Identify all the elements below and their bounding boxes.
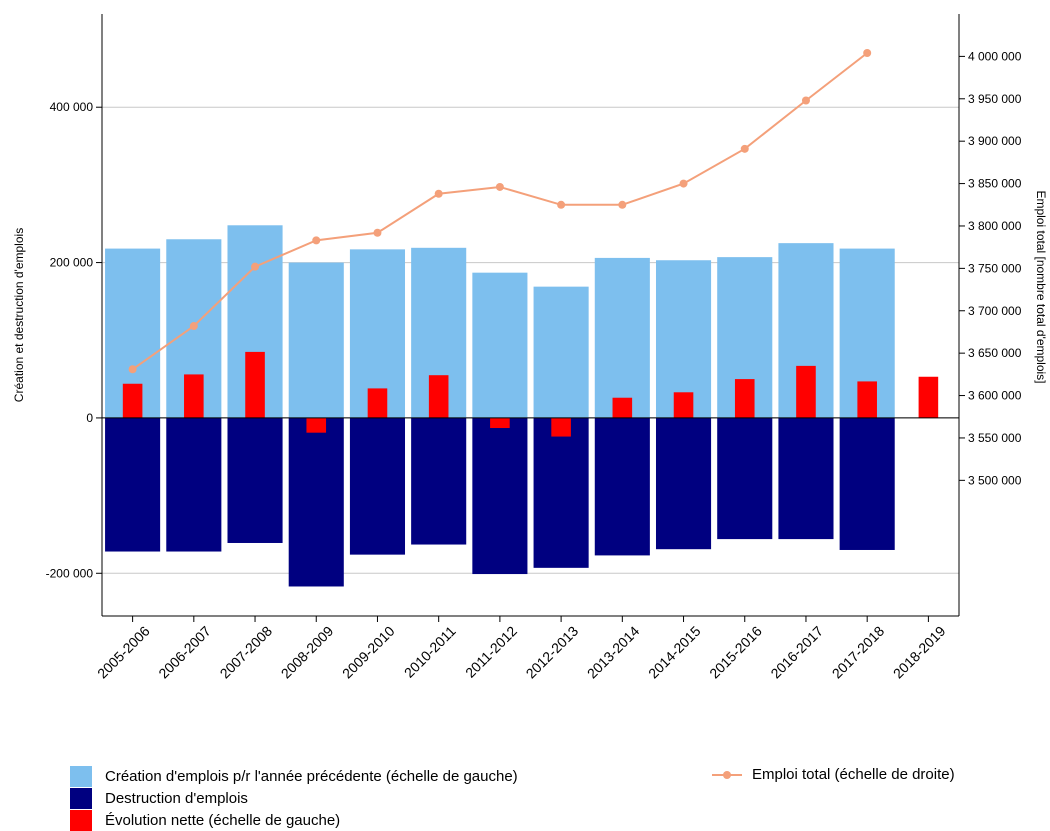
bar-destruction bbox=[105, 417, 161, 552]
y-tick-label-left: 200 000 bbox=[50, 256, 94, 270]
point-total bbox=[740, 144, 749, 153]
bar-net bbox=[796, 365, 816, 418]
x-tick-label: 2017-2018 bbox=[829, 623, 888, 682]
y-tick-label-right: 3 950 000 bbox=[968, 92, 1022, 106]
point-total bbox=[251, 262, 260, 271]
legend-swatch-net bbox=[70, 810, 92, 831]
bar-destruction bbox=[227, 417, 283, 543]
y-axis-title-left: Création et destruction d'emplois bbox=[12, 228, 26, 402]
bar-net bbox=[918, 376, 939, 418]
y-tick-label-left: -200 000 bbox=[46, 566, 94, 580]
point-total bbox=[495, 182, 504, 191]
bar-destruction bbox=[472, 417, 528, 575]
bar-destruction bbox=[839, 417, 895, 550]
bar-destruction bbox=[166, 417, 222, 552]
x-tick-label: 2018-2019 bbox=[890, 623, 949, 682]
bar-destruction bbox=[533, 417, 589, 568]
x-tick-label: 2008-2009 bbox=[278, 623, 337, 682]
employment-chart: -200 000 0 200 000 400 000 3 500 000 3 550 00… bbox=[12, 14, 1048, 682]
legend-swatch-destruction bbox=[70, 788, 92, 809]
bar-creation bbox=[594, 257, 650, 418]
x-tick-label: 2011-2012 bbox=[462, 623, 520, 681]
legend-label-net: Évolution nette (échelle de gauche) bbox=[105, 812, 341, 829]
bar-destruction bbox=[288, 417, 344, 587]
point-total bbox=[128, 365, 137, 374]
point-total bbox=[679, 179, 688, 188]
bar-net bbox=[490, 417, 510, 429]
bar-creation bbox=[655, 260, 712, 418]
x-tick-label: 2015-2016 bbox=[706, 623, 765, 682]
y-tick-label-right: 3 600 000 bbox=[968, 389, 1022, 403]
point-total bbox=[189, 322, 198, 331]
point-total bbox=[863, 49, 872, 58]
x-tick-label: 2006-2007 bbox=[155, 623, 214, 682]
bar-creation bbox=[533, 286, 589, 418]
point-total bbox=[557, 200, 566, 209]
bar-net bbox=[428, 375, 449, 418]
bar-net bbox=[734, 379, 755, 418]
legend-item-net: Évolution nette (échelle de gauche) bbox=[70, 810, 340, 831]
y-tick-label-right: 3 800 000 bbox=[968, 219, 1022, 233]
point-total bbox=[801, 96, 810, 105]
x-tick-label: 2014-2015 bbox=[645, 623, 704, 682]
legend-item-destruction: Destruction d'emplois bbox=[70, 788, 248, 809]
x-tick-label: 2007-2008 bbox=[217, 623, 276, 682]
bar-destruction bbox=[594, 417, 650, 556]
y-tick-label-right: 4 000 000 bbox=[968, 49, 1022, 63]
y-tick-label-right: 3 900 000 bbox=[968, 134, 1022, 148]
bar-creation bbox=[472, 272, 528, 418]
point-total bbox=[618, 200, 627, 209]
x-tick-label: 2013-2014 bbox=[584, 623, 643, 682]
bar-creation bbox=[288, 262, 344, 418]
bar-net bbox=[306, 417, 327, 433]
bar-net bbox=[122, 383, 143, 418]
y-tick-label-right: 3 500 000 bbox=[968, 473, 1022, 487]
bar-net bbox=[612, 397, 633, 418]
y-tick-label-right: 3 650 000 bbox=[968, 346, 1022, 360]
x-tick-label: 2009-2010 bbox=[339, 623, 398, 682]
x-tick-label: 2016-2017 bbox=[767, 623, 826, 682]
bar-destruction bbox=[655, 417, 712, 550]
y-tick-label-left: 0 bbox=[86, 411, 93, 425]
bar-net bbox=[367, 388, 388, 418]
x-tick-label: 2010-2011 bbox=[401, 623, 459, 681]
bar-destruction bbox=[717, 417, 773, 540]
bar-destruction bbox=[778, 417, 834, 540]
point-total bbox=[373, 228, 382, 237]
legend-item-creation: Création d'emplois p/r l'année précédent… bbox=[70, 766, 518, 787]
y-tick-label-left: 400 000 bbox=[50, 100, 94, 114]
y-tick-label-right: 3 700 000 bbox=[968, 304, 1022, 318]
legend-label-creation: Création d'emplois p/r l'année précédent… bbox=[105, 768, 518, 785]
bar-destruction bbox=[411, 417, 467, 545]
bar-net bbox=[184, 374, 204, 418]
point-total bbox=[312, 236, 321, 245]
y-tick-label-right: 3 550 000 bbox=[968, 431, 1022, 445]
legend-swatch-creation bbox=[70, 766, 92, 787]
y-tick-label-right: 3 750 000 bbox=[968, 261, 1022, 275]
y-tick-label-right: 3 850 000 bbox=[968, 177, 1022, 191]
y-axis-title-right: Emploi total [nombre total d'emplois] bbox=[1034, 190, 1048, 383]
legend-label-total: Emploi total (échelle de droite) bbox=[752, 766, 955, 783]
x-tick-label: 2005-2006 bbox=[94, 623, 153, 682]
bar-net bbox=[673, 392, 694, 418]
x-tick-label: 2012-2013 bbox=[523, 623, 582, 682]
legend-swatch-total bbox=[712, 770, 742, 780]
bar-net bbox=[551, 417, 571, 437]
bar-net bbox=[857, 381, 877, 418]
bar-net bbox=[245, 351, 265, 418]
legend-label-destruction: Destruction d'emplois bbox=[105, 790, 248, 807]
legend: Création d'emplois p/r l'année précédent… bbox=[70, 764, 1030, 831]
bar-destruction bbox=[349, 417, 406, 555]
legend-item-total: Emploi total (échelle de droite) bbox=[712, 766, 955, 783]
point-total bbox=[434, 189, 443, 198]
